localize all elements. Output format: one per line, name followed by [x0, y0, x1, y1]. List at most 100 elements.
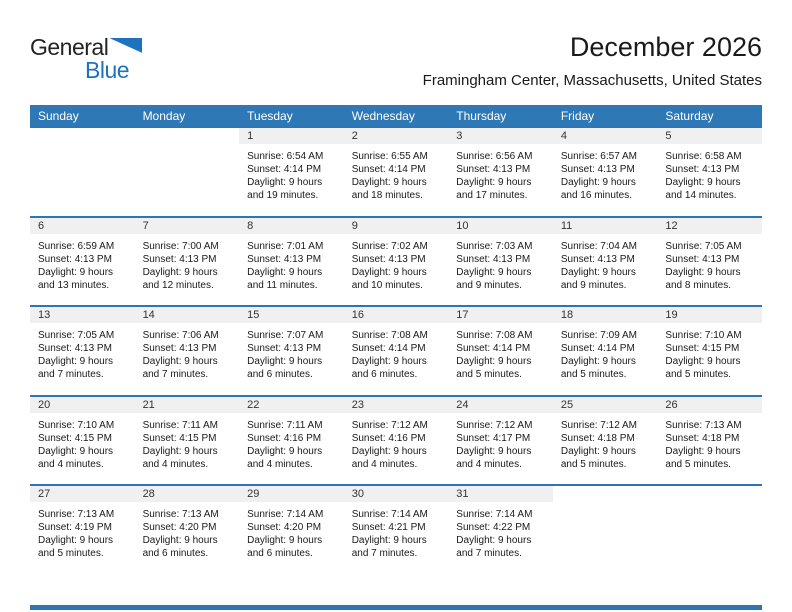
day-detail-line: Daylight: 9 hours — [38, 445, 114, 457]
week-row: 20 Sunrise: 7:10 AM Sunset: 4:15 PM Dayligh… — [30, 394, 762, 485]
calendar-grid: Sunday Monday Tuesday Wednesday Thursday Frid… — [30, 105, 762, 574]
weekday-wednesday: Wednesday — [351, 108, 415, 123]
day-cell-2: 2 Sunrise: 6:55 AM Sunset: 4:14 PM Daylight… — [343, 128, 449, 216]
day-number: 14 — [134, 307, 240, 323]
day-detail-line: Sunrise: 7:07 AM — [247, 330, 324, 341]
day-detail-line: and 9 minutes. — [560, 279, 627, 291]
weekday-friday: Friday — [560, 108, 595, 123]
week-row: 27 Sunrise: 7:13 AM Sunset: 4:19 PM Dayligh… — [30, 484, 762, 574]
weekday-monday: Monday — [142, 108, 186, 123]
day-details: Sunrise: 7:10 AM Sunset: 4:15 PM Daylight:… — [657, 323, 762, 381]
day-detail-line: Daylight: 9 hours — [142, 445, 218, 457]
day-detail-line: Daylight: 9 hours — [38, 535, 114, 546]
day-detail-line: and 4 minutes. — [456, 458, 522, 470]
day-cell-7: 7 Sunrise: 7:00 AM Sunset: 4:13 PM Daylight… — [134, 217, 240, 306]
day-detail-line: Sunrise: 7:02 AM — [351, 240, 428, 252]
day-detail-line: and 10 minutes. — [351, 279, 423, 291]
day-details: Sunrise: 7:14 AM Sunset: 4:20 PM Daylight:… — [239, 502, 344, 560]
day-number: 10 — [448, 217, 553, 234]
day-cell-14: 14 Sunrise: 7:06 AM Sunset: 4:13 PM Dayligh… — [134, 307, 240, 395]
day-detail-line: Sunset: 4:15 PM — [142, 432, 217, 444]
day-cell-8: 8 Sunrise: 7:01 AM Sunset: 4:13 PM Daylight… — [239, 217, 344, 306]
day-detail-line: and 6 minutes. — [142, 548, 209, 559]
day-cell-16: 16 Sunrise: 7:08 AM Sunset: 4:14 PM Dayligh… — [343, 307, 449, 395]
day-detail-line: Sunset: 4:14 PM — [351, 343, 426, 354]
day-detail-line: and 18 minutes. — [351, 190, 423, 201]
day-detail-line: and 4 minutes. — [247, 458, 313, 470]
day-details: Sunrise: 7:14 AM Sunset: 4:21 PM Daylight:… — [344, 502, 449, 560]
day-detail-line: Sunset: 4:13 PM — [665, 253, 740, 265]
day-detail-line: and 17 minutes. — [456, 190, 528, 201]
month-title: December 2026 — [569, 32, 762, 62]
day-detail-line: Sunset: 4:20 PM — [142, 522, 217, 533]
day-number: 27 — [30, 486, 135, 502]
weekday-thursday: Thursday — [456, 108, 507, 123]
day-number: 13 — [30, 307, 135, 323]
day-detail-line: Daylight: 9 hours — [247, 266, 323, 278]
day-detail-line: Sunset: 4:14 PM — [351, 164, 426, 175]
day-detail-line: Sunrise: 7:12 AM — [560, 419, 637, 431]
day-cell-9: 9 Sunrise: 7:02 AM Sunset: 4:13 PM Daylight… — [343, 217, 449, 306]
day-number: 18 — [552, 307, 658, 323]
day-number: 8 — [239, 217, 344, 234]
day-detail-line: Sunset: 4:14 PM — [456, 343, 531, 354]
day-detail-line: Sunrise: 7:11 AM — [142, 419, 218, 431]
day-number: 26 — [657, 396, 762, 413]
day-details: Sunrise: 6:59 AM Sunset: 4:13 PM Daylight:… — [30, 234, 135, 292]
day-cell-28: 28 Sunrise: 7:13 AM Sunset: 4:20 PM Dayligh… — [134, 486, 240, 574]
general-blue-logo: General Blue — [30, 36, 143, 82]
day-detail-line: Sunrise: 6:58 AM — [665, 151, 742, 162]
day-detail-line: Sunset: 4:19 PM — [38, 522, 112, 533]
day-number: 4 — [552, 128, 658, 144]
day-number: 25 — [552, 396, 658, 413]
day-detail-line: Sunset: 4:13 PM — [456, 253, 531, 265]
day-number: 21 — [134, 396, 240, 413]
day-detail-line: and 6 minutes. — [247, 548, 313, 559]
day-details: Sunrise: 7:10 AM Sunset: 4:15 PM Daylight:… — [30, 413, 135, 471]
logo-triangle-icon — [109, 38, 143, 53]
day-detail-line: Daylight: 9 hours — [560, 445, 636, 457]
day-detail-line: Sunset: 4:13 PM — [560, 164, 635, 175]
day-detail-line: Sunrise: 7:13 AM — [665, 419, 742, 431]
day-detail-line: and 7 minutes. — [351, 548, 418, 559]
day-detail-line: Sunrise: 6:56 AM — [456, 151, 533, 162]
day-detail-line: Sunset: 4:18 PM — [560, 432, 635, 444]
day-detail-line: Daylight: 9 hours — [456, 177, 532, 188]
day-detail-line: Daylight: 9 hours — [665, 445, 741, 457]
day-details: Sunrise: 7:07 AM Sunset: 4:13 PM Daylight:… — [239, 323, 344, 381]
day-detail-line: Daylight: 9 hours — [247, 535, 323, 546]
day-number: 2 — [343, 128, 449, 144]
day-cell-3: 3 Sunrise: 6:56 AM Sunset: 4:13 PM Daylight… — [448, 128, 553, 216]
day-cell-13: 13 Sunrise: 7:05 AM Sunset: 4:13 PM Dayligh… — [30, 307, 135, 395]
day-detail-line: Daylight: 9 hours — [142, 266, 218, 278]
day-detail-line: Sunset: 4:13 PM — [38, 343, 112, 354]
day-details: Sunrise: 7:04 AM Sunset: 4:13 PM Daylight:… — [553, 234, 658, 292]
day-detail-line: Daylight: 9 hours — [351, 356, 427, 367]
day-detail-line: Daylight: 9 hours — [142, 535, 218, 546]
day-details: Sunrise: 7:00 AM Sunset: 4:13 PM Daylight:… — [135, 234, 240, 292]
day-detail-line: Daylight: 9 hours — [560, 356, 636, 367]
weekday-saturday: Saturday — [665, 108, 714, 123]
day-detail-line: and 5 minutes. — [560, 369, 627, 380]
day-detail-line: Sunset: 4:13 PM — [456, 164, 531, 175]
day-detail-line: and 12 minutes. — [142, 279, 214, 291]
day-detail-line: Sunset: 4:13 PM — [247, 253, 322, 265]
day-cell-31: 31 Sunrise: 7:14 AM Sunset: 4:22 PM Dayligh… — [448, 486, 553, 574]
day-cell-30: 30 Sunrise: 7:14 AM Sunset: 4:21 PM Dayligh… — [343, 486, 449, 574]
day-details: Sunrise: 6:57 AM Sunset: 4:13 PM Daylight:… — [553, 144, 658, 202]
weekday-sunday: Sunday — [38, 108, 79, 123]
day-number: 23 — [343, 396, 449, 413]
day-detail-line: Sunrise: 6:54 AM — [247, 151, 324, 162]
day-cell-12: 12 Sunrise: 7:05 AM Sunset: 4:13 PM Dayligh… — [657, 217, 762, 306]
day-number: 31 — [448, 486, 553, 502]
day-cell-empty — [30, 128, 135, 216]
day-detail-line: and 16 minutes. — [560, 190, 633, 201]
day-details: Sunrise: 7:13 AM Sunset: 4:20 PM Daylight:… — [135, 502, 240, 560]
day-detail-line: and 6 minutes. — [351, 369, 418, 380]
day-details: Sunrise: 7:05 AM Sunset: 4:13 PM Daylight:… — [30, 323, 135, 381]
day-details: Sunrise: 7:01 AM Sunset: 4:13 PM Daylight:… — [239, 234, 344, 292]
day-number: 1 — [239, 128, 344, 144]
day-details: Sunrise: 7:02 AM Sunset: 4:13 PM Daylight:… — [344, 234, 449, 292]
day-cell-17: 17 Sunrise: 7:08 AM Sunset: 4:14 PM Dayligh… — [448, 307, 553, 395]
